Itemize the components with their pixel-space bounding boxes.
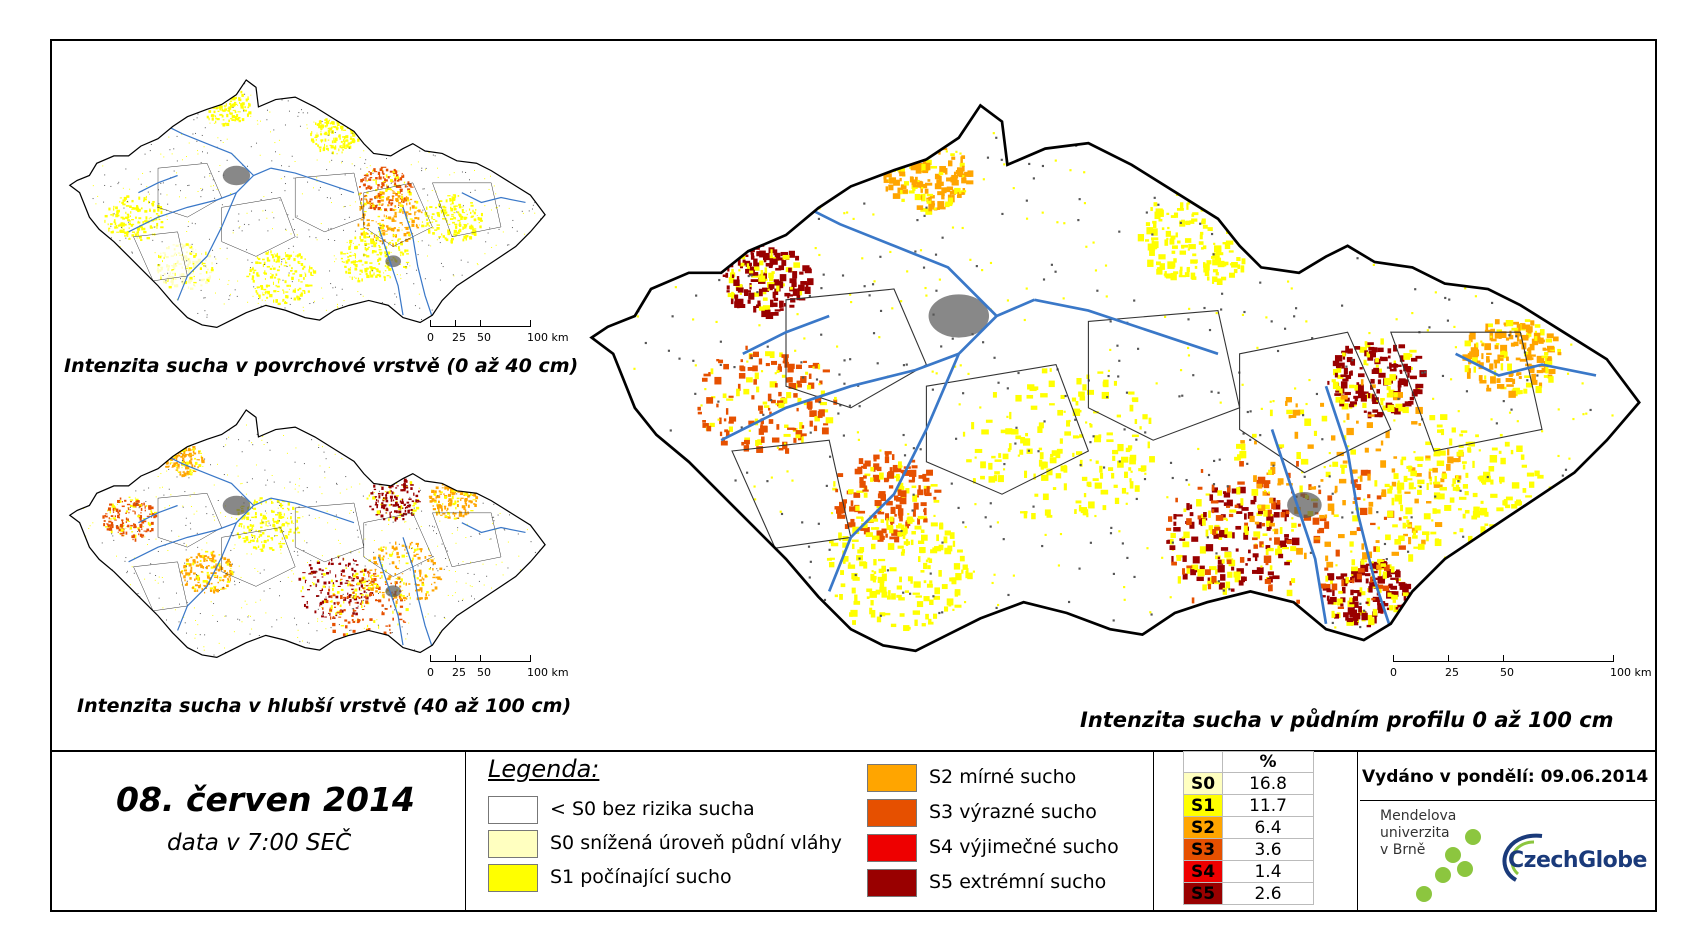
legend-label: S3 výrazné sucho — [929, 801, 1097, 823]
river — [270, 497, 355, 524]
divider-table-logos — [1357, 750, 1358, 912]
river — [377, 226, 404, 316]
date-subtitle: data v 7:00 SEČ — [167, 830, 352, 856]
divider-date-legend — [465, 750, 466, 912]
legend-label: S1 počínající sucho — [550, 866, 732, 888]
river — [162, 123, 254, 176]
country-border — [68, 409, 546, 659]
river — [270, 167, 355, 194]
surface-map-title: Intenzita sucha v povrchové vrstvě (0 až… — [64, 355, 579, 377]
scalebar-label: 25 — [452, 331, 466, 344]
legend-swatch — [867, 834, 917, 862]
percent-row: S3 3.6 — [1183, 838, 1314, 861]
class-percent: 6.4 — [1222, 816, 1314, 839]
issued-date: Vydáno v pondělí: 09.06.2014 — [1362, 767, 1649, 787]
mendel-line-2: univerzita — [1380, 825, 1450, 841]
river — [1454, 352, 1597, 377]
percent-table: % S0 16.8 S1 11.7 S2 6.4 S3 3.6 S4 1.4 S5 2.6 — [1183, 751, 1314, 905]
class-code: S5 — [1183, 882, 1223, 905]
logo-area — [1360, 800, 1656, 911]
scalebar-label: 50 — [1500, 666, 1514, 679]
legend-swatch — [488, 830, 538, 858]
river — [377, 556, 404, 646]
mendel-line-3: v Brně — [1380, 842, 1426, 858]
deep-layer-map — [68, 409, 546, 659]
class-percent: 11.7 — [1222, 794, 1314, 817]
scalebar-label: 25 — [1445, 666, 1459, 679]
class-percent: 3.6 — [1222, 838, 1314, 861]
legend-label: S0 snížená úroveň půdní vláhy — [550, 832, 842, 854]
river — [796, 201, 998, 317]
scalebar-label: 0 — [427, 666, 434, 679]
river — [402, 537, 433, 648]
czechglobe-swoosh-icon — [1502, 833, 1543, 882]
river — [162, 453, 254, 506]
percent-row: S0 16.8 — [1183, 772, 1314, 795]
map-sheet-frame — [50, 39, 1657, 912]
legend-swatch — [488, 796, 538, 824]
river — [1270, 428, 1328, 625]
scalebar-label: 0 — [427, 331, 434, 344]
legend-label: S2 mírné sucho — [929, 766, 1077, 788]
scalebar-label: 50 — [477, 331, 491, 344]
info-strip — [50, 750, 1657, 912]
scalebar-label: 100 km — [527, 666, 569, 679]
river — [128, 522, 237, 563]
mendel-university-logo-text: Mendelova univerzita v Brně — [1380, 808, 1456, 859]
legend-swatch — [488, 864, 538, 892]
scalebar-label: 0 — [1390, 666, 1397, 679]
river — [742, 314, 830, 356]
mendel-line-1: Mendelova — [1380, 808, 1457, 824]
profile-map — [589, 103, 1641, 653]
country-fill — [591, 105, 1640, 651]
percent-row: S2 6.4 — [1183, 816, 1314, 839]
scalebar-label: 100 km — [1610, 666, 1652, 679]
class-code: S3 — [1183, 838, 1223, 861]
country-border — [589, 103, 1641, 653]
class-percent: 2.6 — [1222, 882, 1314, 905]
river — [1324, 385, 1393, 630]
legend-swatch — [867, 869, 917, 897]
river — [138, 504, 178, 524]
legend-swatch — [867, 764, 917, 792]
class-percent: 16.8 — [1222, 772, 1314, 795]
class-code: S0 — [1183, 772, 1223, 795]
date-title: 08. červen 2014 — [116, 780, 415, 819]
class-percent: 1.4 — [1222, 860, 1314, 883]
country-border — [68, 79, 546, 329]
river — [1034, 298, 1219, 356]
river — [461, 522, 526, 534]
river — [128, 192, 237, 233]
river — [138, 174, 178, 194]
scalebar-label: 25 — [452, 666, 466, 679]
percent-row: S4 1.4 — [1183, 860, 1314, 883]
legend-swatch — [867, 799, 917, 827]
scalebar-label: 100 km — [527, 331, 569, 344]
country-fill — [69, 409, 546, 658]
profile-map-title: Intenzita sucha v půdním profilu 0 až 10… — [1080, 708, 1614, 732]
percent-row: S5 2.6 — [1183, 882, 1314, 905]
czechglobe-logo-text: CzechGlobe — [1508, 848, 1647, 873]
river — [720, 352, 960, 442]
legend-label: < S0 bez rizika sucha — [550, 798, 755, 820]
legend-label: S4 výjimečné sucho — [929, 836, 1119, 858]
deep-map-title: Intenzita sucha v hlubší vrstvě (40 až 1… — [77, 695, 572, 717]
class-code: S1 — [1183, 794, 1223, 817]
percent-header: % — [1222, 751, 1314, 773]
surface-layer-map — [68, 79, 546, 329]
class-code: S4 — [1183, 860, 1223, 883]
percent-row: S1 11.7 — [1183, 794, 1314, 817]
legend-label: S5 extrémní sucho — [929, 871, 1107, 893]
river — [402, 207, 433, 318]
legend-title: Legenda: — [488, 755, 600, 783]
mendel-dots-logo — [1416, 829, 1481, 902]
scalebar-label: 50 — [477, 666, 491, 679]
divider-legend-table — [1153, 750, 1154, 912]
drought-layer — [592, 105, 1640, 646]
country-fill — [69, 79, 546, 328]
class-code: S2 — [1183, 816, 1223, 839]
river — [461, 192, 526, 204]
